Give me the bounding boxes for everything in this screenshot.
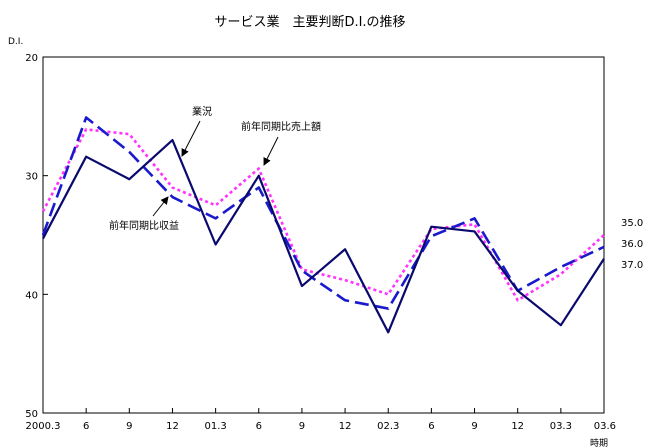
series-line-3 bbox=[41, 128, 605, 302]
y-axis-ticks: 20 30 40 50 bbox=[25, 53, 48, 420]
x-tick-label: 6 bbox=[256, 421, 262, 432]
x-tick-label: 9 bbox=[299, 421, 305, 432]
end-label-1: 35.0 bbox=[621, 218, 643, 229]
annotation-uriage: 前年同期比売上額 bbox=[241, 120, 321, 133]
x-tick-label: 03.3 bbox=[550, 421, 572, 432]
annotation-shueki: 前年同期比収益 bbox=[109, 219, 179, 232]
x-tick-label: 6 bbox=[83, 421, 89, 432]
end-label-3: 37.0 bbox=[621, 260, 643, 271]
x-tick-label: 02.3 bbox=[377, 421, 399, 432]
x-tick-label: 03.6 bbox=[594, 421, 616, 432]
y-tick-label: 50 bbox=[25, 409, 38, 420]
chart-title: サービス業 主要判断D.I.の推移 bbox=[214, 14, 405, 30]
annotations: 業況 前年同期比売上額 前年同期比収益 bbox=[109, 105, 321, 232]
x-tick-label: 6 bbox=[428, 421, 434, 432]
series-line-2 bbox=[41, 116, 605, 310]
y-tick-label: 30 bbox=[25, 172, 38, 183]
series-group bbox=[41, 116, 605, 334]
x-tick-label: 9 bbox=[471, 421, 477, 432]
annotation-gyokyo-arrow bbox=[181, 120, 201, 157]
x-tick-label: 12 bbox=[511, 421, 524, 432]
y-tick-label: 20 bbox=[25, 53, 38, 64]
plot-frame bbox=[42, 56, 605, 414]
end-label-2: 36.0 bbox=[621, 239, 643, 250]
x-tick-label: 12 bbox=[339, 421, 352, 432]
annotation-gyokyo: 業況 bbox=[192, 105, 212, 118]
end-value-labels: 35.0 36.0 37.0 bbox=[621, 218, 643, 271]
y-axis-label: D.I. bbox=[8, 37, 23, 47]
x-tick-label: 2000.3 bbox=[26, 421, 61, 432]
x-axis-label: 時期 bbox=[590, 438, 608, 447]
x-tick-label: 12 bbox=[166, 421, 179, 432]
series-line-1 bbox=[42, 138, 605, 334]
annotation-uriage-arrow bbox=[263, 136, 279, 166]
y-tick-label: 40 bbox=[25, 290, 38, 301]
x-tick-label: 01.3 bbox=[204, 421, 226, 432]
annotation-shueki-arrow bbox=[152, 196, 169, 217]
x-tick-label: 9 bbox=[126, 421, 132, 432]
x-axis-ticks: 2000.3 6 9 12 01.3 6 9 12 02.3 6 9 12 03.3 03.6 bbox=[26, 408, 616, 432]
